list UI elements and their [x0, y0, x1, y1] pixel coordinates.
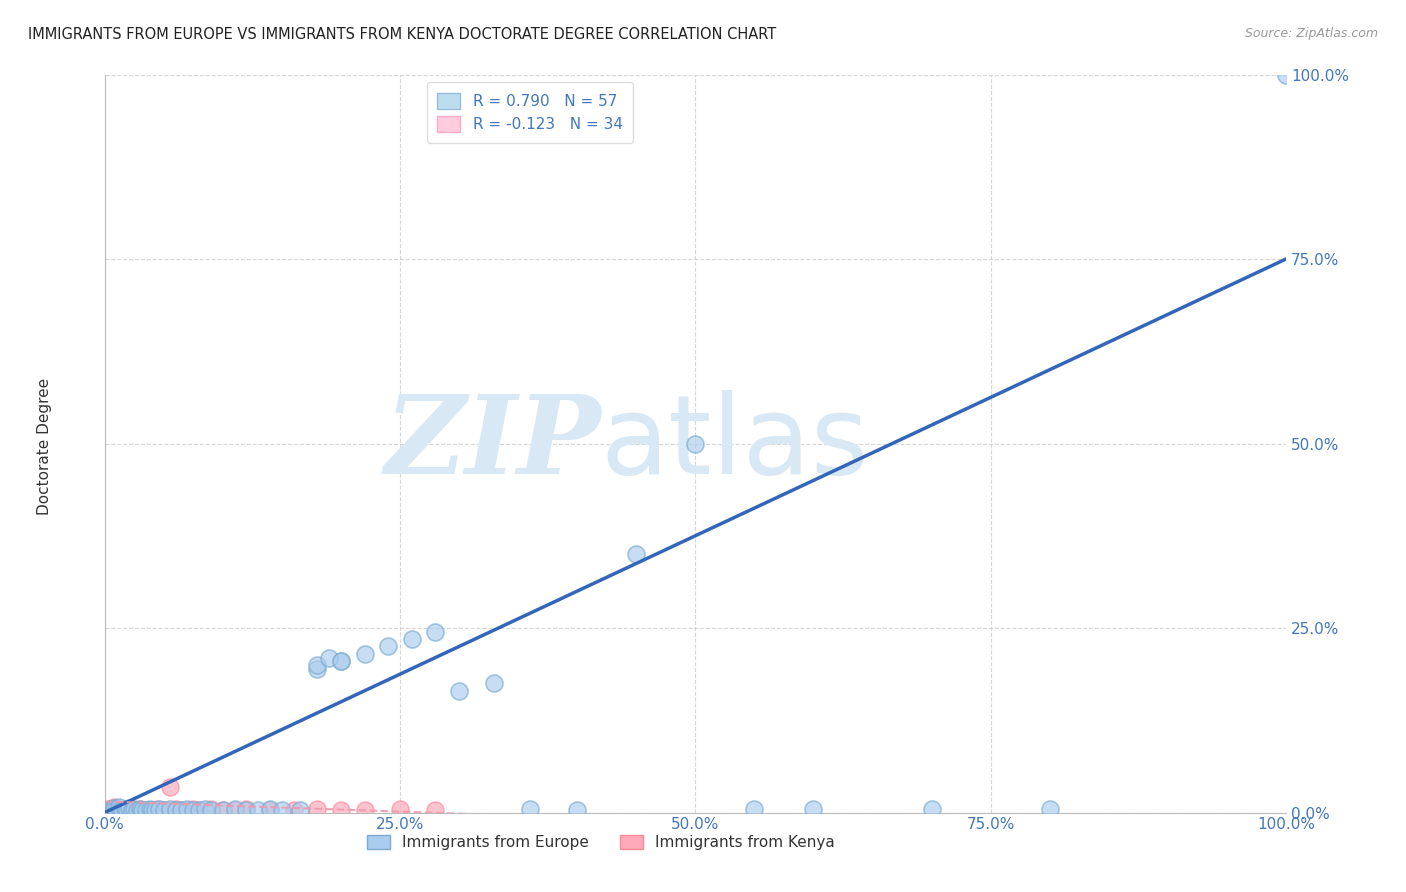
Point [159, 803, 181, 817]
Point [270, 803, 292, 817]
Point [170, 803, 193, 817]
Point [129, 802, 152, 816]
Point [329, 803, 352, 817]
Point [159, 802, 181, 816]
Point [108, 803, 131, 817]
Point [685, 436, 707, 450]
Point [211, 803, 233, 817]
Point [165, 802, 187, 816]
Point [108, 803, 131, 817]
Point [200, 803, 222, 817]
Text: Doctorate Degree: Doctorate Degree [38, 377, 52, 515]
Point [141, 803, 163, 817]
Point [181, 803, 204, 817]
Point [519, 802, 541, 816]
Point [388, 802, 411, 816]
Point [425, 624, 447, 639]
Point [115, 803, 138, 817]
Point [135, 803, 157, 817]
Point [329, 654, 352, 668]
Point [288, 803, 311, 817]
Point [200, 802, 222, 816]
Point [138, 802, 160, 816]
Point [111, 803, 134, 817]
Point [103, 799, 125, 814]
Point [353, 647, 375, 661]
Point [101, 803, 124, 817]
Point [211, 803, 233, 817]
Point [194, 802, 217, 816]
Point [188, 803, 211, 817]
Point [188, 803, 211, 817]
Point [1039, 802, 1062, 816]
Point [100, 802, 122, 816]
Legend: R = 0.790   N = 57, R = -0.123   N = 34: R = 0.790 N = 57, R = -0.123 N = 34 [426, 82, 633, 143]
Point [117, 802, 139, 816]
Point [307, 802, 329, 816]
Point [224, 802, 246, 816]
Point [318, 650, 340, 665]
Point [247, 803, 270, 817]
Point [283, 803, 305, 817]
Point [181, 802, 204, 816]
Point [921, 802, 943, 816]
Point [425, 803, 447, 817]
Point [803, 802, 825, 816]
Point [353, 803, 375, 817]
Point [235, 803, 257, 817]
Point [100, 803, 122, 817]
Point [97, 803, 120, 817]
Point [121, 803, 143, 817]
Point [484, 676, 506, 690]
Point [111, 803, 134, 817]
Point [224, 803, 246, 817]
Point [141, 803, 163, 817]
Point [176, 802, 198, 816]
Point [567, 803, 589, 817]
Point [122, 802, 145, 816]
Point [96, 803, 118, 817]
Point [131, 803, 153, 817]
Point [148, 802, 170, 816]
Point [115, 803, 138, 817]
Point [159, 780, 181, 794]
Point [103, 801, 125, 815]
Text: ZIP: ZIP [384, 390, 600, 497]
Point [259, 803, 281, 817]
Point [152, 803, 174, 817]
Point [626, 547, 648, 561]
Text: atlas: atlas [600, 390, 869, 497]
Point [145, 803, 167, 817]
Point [135, 803, 157, 817]
Point [401, 632, 423, 646]
Point [744, 802, 766, 816]
Point [118, 801, 141, 815]
Text: IMMIGRANTS FROM EUROPE VS IMMIGRANTS FROM KENYA DOCTORATE DEGREE CORRELATION CHA: IMMIGRANTS FROM EUROPE VS IMMIGRANTS FRO… [28, 27, 776, 42]
Point [377, 640, 399, 654]
Point [329, 654, 352, 668]
Point [129, 802, 152, 816]
Point [165, 803, 187, 817]
Point [1275, 68, 1298, 82]
Point [114, 802, 136, 816]
Point [98, 802, 121, 816]
Point [105, 802, 128, 816]
Point [259, 802, 281, 816]
Point [105, 802, 128, 816]
Point [235, 802, 257, 816]
Point [124, 803, 146, 817]
Point [108, 799, 131, 814]
Point [176, 803, 198, 817]
Point [152, 803, 174, 817]
Point [307, 662, 329, 676]
Point [125, 803, 148, 817]
Point [307, 657, 329, 672]
Point [121, 803, 143, 817]
Text: Source: ZipAtlas.com: Source: ZipAtlas.com [1244, 27, 1378, 40]
Point [146, 802, 169, 816]
Point [449, 683, 471, 698]
Point [170, 803, 193, 817]
